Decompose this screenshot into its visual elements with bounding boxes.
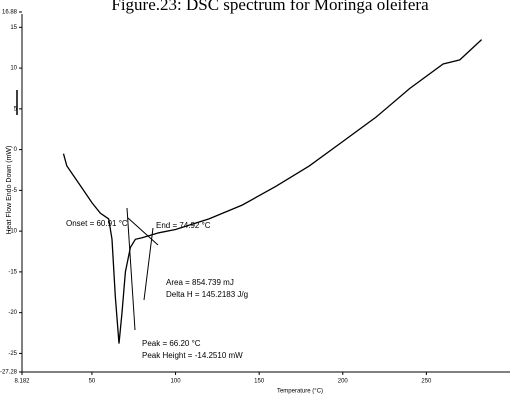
x-tick-label: 50 <box>89 379 96 385</box>
y-tick-label: 16.88 <box>2 10 18 16</box>
annotation: End = 74.92 °C <box>156 221 211 230</box>
y-tick-label: -5 <box>12 188 18 194</box>
tangent <box>143 227 154 301</box>
y-tick-label: -10 <box>8 229 17 235</box>
y-tick-label: 5 <box>14 106 18 112</box>
x-axis-label: Temperature (°C) <box>277 389 323 395</box>
y-tick-label: -27.28 <box>0 370 18 376</box>
y-tick-label: 15 <box>10 25 17 31</box>
tangent <box>126 207 136 331</box>
annotation: Area = 854.739 mJ <box>166 278 234 287</box>
annotation: Onset = 60.91 °C <box>66 219 128 228</box>
chart-title: Figure.23: DSC spectrum for Moringa olei… <box>111 0 429 14</box>
y-tick-label: 0 <box>14 147 18 153</box>
x-tick-label: 150 <box>254 379 265 385</box>
x-tick-label: 100 <box>171 379 182 385</box>
annotation: Peak Height = -14.2510 mW <box>142 351 243 360</box>
data-line <box>62 39 483 344</box>
y-tick-label: -20 <box>8 310 17 316</box>
y-tick-label: 10 <box>10 66 17 72</box>
x-tick-label: 250 <box>421 379 432 385</box>
annotation: Peak = 66.20 °C <box>142 339 201 348</box>
y-tick-label: -15 <box>8 269 17 275</box>
y-tick-label: -25 <box>8 351 17 357</box>
y-axis-label: Heat Flow Endo Down (mW) <box>6 146 13 235</box>
x-tick-label: 8.182 <box>14 379 30 385</box>
annotation: Delta H = 145.2183 J/g <box>166 290 248 299</box>
x-tick-label: 200 <box>338 379 349 385</box>
baseline <box>127 217 159 246</box>
